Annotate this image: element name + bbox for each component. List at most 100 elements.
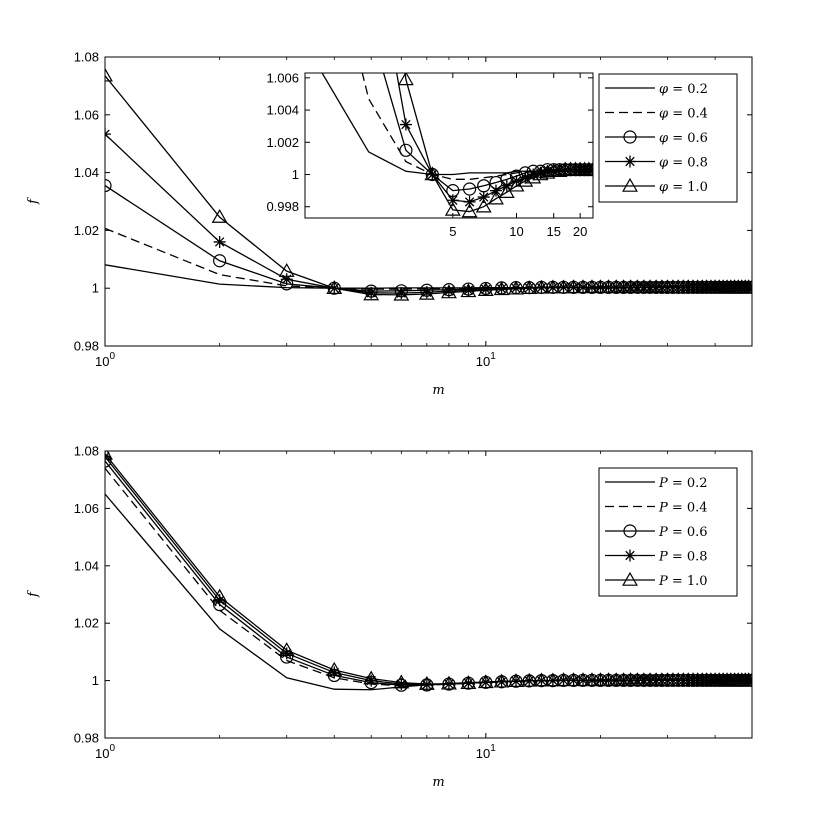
top-series-4-point-3 xyxy=(280,273,293,286)
top-legend-label-2: φ = 0.4 xyxy=(659,107,708,122)
inset-xtick-label: 5 xyxy=(449,224,456,239)
inset-series-3-point-2 xyxy=(363,15,375,27)
top-legend-label-5: φ = 1.0 xyxy=(659,180,708,195)
inset-series-5-point-7 xyxy=(475,198,492,213)
bottom-series-5-point-20 xyxy=(592,672,609,687)
bottom-ylabel: f xyxy=(26,590,41,598)
inset-series-5-point-14 xyxy=(539,164,556,179)
inset-series-5-point-4 xyxy=(424,166,441,181)
bottom-legend-marker-5 xyxy=(622,571,638,586)
top-series-5-point-2 xyxy=(211,208,228,223)
inset-series-5-point-6 xyxy=(461,203,478,218)
bottom-legend-label-1: P = 0.2 xyxy=(658,476,708,491)
bottom-series-4-point-2 xyxy=(213,594,226,607)
inset-ytick-label: 1.002 xyxy=(266,135,299,150)
top-ytick-label: 0.98 xyxy=(74,339,99,354)
top-series-4-point-6 xyxy=(395,287,408,300)
top-series-5-point-13 xyxy=(521,280,538,294)
top-series-3-point-2 xyxy=(213,254,227,268)
inset-chart: 0.998 1 1.002 1.004 1.006 5 10 15 20 xyxy=(266,15,594,239)
inset-ytick-label: 0.998 xyxy=(266,199,299,214)
inset-plot-area xyxy=(305,73,593,218)
bottom-series-5-point-50 xyxy=(744,672,752,687)
top-series-5-point-14 xyxy=(533,279,550,294)
bottom-series-5-point-3 xyxy=(278,642,295,656)
bottom-series-5-point-15 xyxy=(544,672,561,687)
top-legend-label-3: φ = 0.6 xyxy=(659,131,708,146)
top-ytick-label: 1.06 xyxy=(74,107,99,122)
inset-ytick-label: 1 xyxy=(292,167,299,182)
bottom-series-5-point-5 xyxy=(363,670,380,685)
bottom-legend-label-2: P = 0.4 xyxy=(658,501,708,516)
inset-series-5-point-16 xyxy=(551,163,568,178)
bottom-series-5-point-12 xyxy=(508,673,524,687)
top-series-4-point-2 xyxy=(213,235,226,248)
bottom-series-5-point-17 xyxy=(565,672,582,687)
top-series-5-point-3 xyxy=(278,263,295,277)
top-series-5-point-20 xyxy=(592,279,609,294)
top-series-4-point-5 xyxy=(365,286,378,299)
inset-series-4-point-14 xyxy=(541,165,554,178)
inset-series-4-point-7 xyxy=(477,191,490,204)
top-series-5-point-21 xyxy=(600,279,617,294)
bottom-legend-label-4: P = 0.8 xyxy=(658,550,708,565)
bottom-series-4-point-3 xyxy=(280,647,293,660)
top-series-5-point-1 xyxy=(105,67,113,82)
inset-series-4-point-11 xyxy=(519,171,532,184)
top-ytick-label: 1.02 xyxy=(74,223,99,238)
top-series-4-point-10 xyxy=(479,283,492,296)
top-series-5-point-19 xyxy=(584,279,600,294)
bottom-xlabel: m xyxy=(432,775,444,790)
bottom-series-5 xyxy=(105,451,752,690)
bottom-series-5-point-7 xyxy=(418,675,435,690)
inset-series-5-point-13 xyxy=(532,166,549,181)
bottom-series-5-point-14 xyxy=(533,672,550,687)
top-series-5-point-7 xyxy=(418,285,435,300)
inset-ytick-label: 1.006 xyxy=(266,70,299,85)
inset-series-5-point-3 xyxy=(397,73,414,86)
inset-series-5-point-23 xyxy=(585,161,593,176)
bottom-ytick-label: 0.98 xyxy=(74,731,99,746)
top-series-5-point-12 xyxy=(508,280,524,295)
inset-series-4-point-13 xyxy=(534,166,547,179)
bottom-legend xyxy=(598,467,738,597)
top-series-5-point-4 xyxy=(326,280,343,294)
bottom-ytick-label: 1.02 xyxy=(74,616,99,631)
inset-series-4-point-10 xyxy=(510,174,523,187)
inset-series-5-point-12 xyxy=(525,169,542,184)
inset-series-4-point-5 xyxy=(446,194,459,207)
bottom-ytick-label: 1 xyxy=(92,673,99,688)
inset-series-5-point-10 xyxy=(508,177,525,192)
inset-series-4-point-12 xyxy=(527,168,540,181)
inset-xtick-label: 10 xyxy=(509,224,523,239)
bottom-ytick-label: 1.04 xyxy=(74,558,99,573)
bottom-series-5-point-10 xyxy=(477,674,494,689)
inset-series-5 xyxy=(397,73,593,218)
bottom-axes-box xyxy=(104,450,753,739)
top-series-5-point-16 xyxy=(555,279,572,294)
top-series-4-point-7 xyxy=(420,286,433,299)
bottom-series-4-point-5 xyxy=(365,674,378,687)
top-series-5 xyxy=(105,67,752,301)
inset-series-3-point-3 xyxy=(399,143,413,157)
bottom-series-5-point-13 xyxy=(521,672,538,687)
top-ytick-label: 1 xyxy=(92,281,99,296)
top-legend-marker-4 xyxy=(624,155,636,168)
inset-series-4-point-3 xyxy=(399,118,412,131)
inset-series-5-point-11 xyxy=(517,172,534,187)
bottom-series-5-point-16 xyxy=(555,672,572,687)
bottom-series-5-point-8 xyxy=(440,675,457,690)
top-xtick-label: 101 xyxy=(476,351,496,369)
top-legend-marker-3 xyxy=(623,130,637,144)
top-ytick-label: 1.04 xyxy=(74,165,99,180)
top-xtick-label: 100 xyxy=(95,351,115,369)
top-series-3-point-1 xyxy=(105,179,112,193)
bottom-series-5-point-18 xyxy=(575,672,591,687)
bottom-legend-marker-4 xyxy=(624,549,636,562)
inset-series-4-point-6 xyxy=(463,195,476,208)
top-series-5-point-17 xyxy=(565,279,582,294)
inset-xtick-label: 15 xyxy=(547,224,561,239)
bottom-series-5-point-21 xyxy=(600,672,617,687)
bottom-series-5-point-1 xyxy=(105,451,113,460)
top-series-5-point-10 xyxy=(477,282,494,296)
